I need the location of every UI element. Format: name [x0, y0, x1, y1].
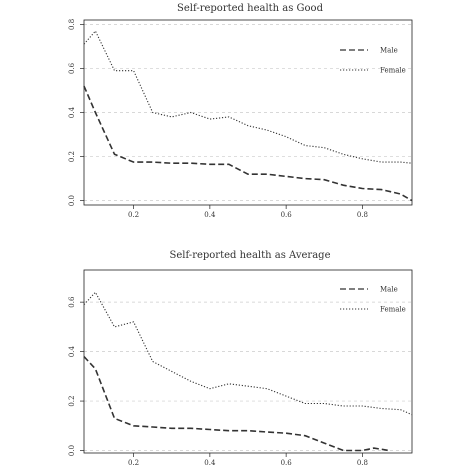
- legend: Male Female: [340, 47, 406, 75]
- series-line-female: [83, 30, 413, 164]
- chart-title: Self-reported health as Good: [177, 3, 324, 14]
- x-tick-label: 0.2: [128, 459, 139, 467]
- x-tick-label: 0.6: [281, 211, 293, 219]
- y-tick-label: 0.2: [68, 151, 76, 162]
- y-tick-label: 0.4: [68, 345, 76, 357]
- legend: Male Female: [340, 286, 406, 314]
- y-tick-label: 0.0: [68, 445, 76, 456]
- legend-label: Female: [380, 306, 406, 314]
- x-tick-label: 0.4: [204, 459, 216, 467]
- y-tick-label: 0.6: [68, 62, 76, 74]
- legend-label: Female: [380, 67, 406, 75]
- x-tick-label: 0.2: [128, 211, 139, 219]
- y-tick-label: 0.4: [68, 106, 76, 118]
- series-line-female: [83, 291, 413, 416]
- chart-title: Self-reported health as Average: [170, 250, 331, 261]
- y-tick-label: 0.0: [68, 195, 76, 206]
- x-tick-label: 0.8: [357, 459, 368, 467]
- legend-label: Male: [380, 47, 398, 55]
- y-tick-label: 0.6: [68, 296, 76, 308]
- x-tick-label: 0.8: [357, 211, 368, 219]
- series-line-male: [83, 85, 413, 202]
- chart-good: Self-reported health as Good 0.2 0.4 0.6 0.…: [68, 3, 413, 219]
- y-tick-label: 0.8: [68, 19, 76, 30]
- x-tick-label: 0.6: [281, 459, 293, 467]
- legend-label: Male: [380, 286, 398, 294]
- series-line-male: [83, 356, 390, 452]
- x-tick-label: 0.4: [204, 211, 216, 219]
- y-tick-label: 0.2: [68, 395, 76, 406]
- plot-frame: [83, 269, 413, 454]
- chart-average: Self-reported health as Average 0.2 0.4 0.…: [68, 250, 413, 467]
